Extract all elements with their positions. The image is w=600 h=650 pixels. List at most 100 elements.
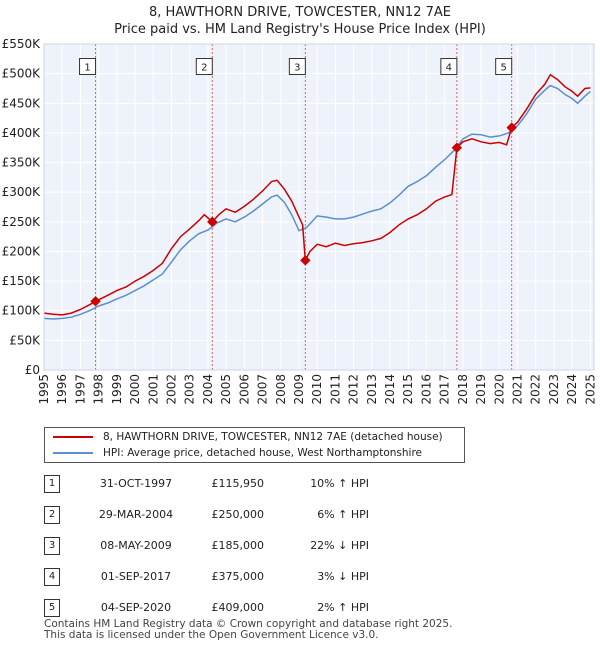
y-tick-label: £300K bbox=[2, 185, 42, 199]
legend-item-property: 8, HAWTHORN DRIVE, TOWCESTER, NN12 7AE (… bbox=[53, 429, 443, 445]
x-tick-label: 2007 bbox=[256, 374, 270, 405]
row-date: 29-MAR-2004 bbox=[98, 508, 174, 521]
property-series-line bbox=[43, 73, 591, 316]
row-hpi: 10% ↑ HPI bbox=[310, 477, 369, 490]
row-hpi: 22% ↓ HPI bbox=[310, 539, 369, 552]
row-number: 5 bbox=[44, 599, 60, 617]
row-date: 04-SEP-2020 bbox=[100, 601, 172, 614]
x-tick-label: 2002 bbox=[164, 374, 178, 405]
sale-point bbox=[506, 122, 517, 133]
sale-marker-label: 2 bbox=[201, 63, 207, 74]
legend-swatch-property bbox=[53, 436, 93, 438]
x-tick-label: 2020 bbox=[492, 374, 506, 405]
row-hpi: 2% ↑ HPI bbox=[317, 601, 369, 614]
row-date: 01-SEP-2017 bbox=[100, 570, 172, 583]
row-number: 3 bbox=[44, 537, 60, 555]
y-tick-label: £350K bbox=[2, 156, 42, 170]
sale-point bbox=[207, 216, 218, 228]
y-tick-label: £200K bbox=[2, 244, 42, 258]
x-tick-label: 1999 bbox=[110, 374, 124, 405]
x-tick-label: 2019 bbox=[474, 374, 488, 405]
x-tick-label: 1995 bbox=[37, 374, 51, 405]
footer-licence: This data is licensed under the Open Gov… bbox=[44, 629, 379, 641]
x-tick-label: 2023 bbox=[547, 374, 561, 405]
table-row: 3 08-MAY-2009 £185,000 22% ↓ HPI bbox=[44, 536, 384, 558]
chart-legend: 8, HAWTHORN DRIVE, TOWCESTER, NN12 7AE (… bbox=[44, 427, 465, 463]
chart-title: 8, HAWTHORN DRIVE, TOWCESTER, NN12 7AE bbox=[149, 5, 451, 20]
sale-marker-label: 4 bbox=[446, 63, 452, 74]
x-tick-label: 2008 bbox=[274, 374, 288, 405]
chart-header: 8, HAWTHORN DRIVE, TOWCESTER, NN12 7AE P… bbox=[0, 4, 600, 38]
y-tick-label: £450K bbox=[2, 96, 42, 110]
y-tick-label: £550K bbox=[2, 37, 42, 51]
y-tick-label: £150K bbox=[2, 274, 42, 288]
x-tick-label: 2015 bbox=[401, 374, 415, 405]
sale-point bbox=[300, 255, 311, 266]
row-price: £250,000 bbox=[211, 508, 265, 521]
row-date: 31-OCT-1997 bbox=[99, 477, 173, 490]
x-tick-label: 2004 bbox=[201, 374, 215, 405]
x-tick-label: 2018 bbox=[456, 374, 470, 405]
row-number: 1 bbox=[44, 475, 60, 493]
sale-point bbox=[90, 296, 101, 307]
y-tick-label: £250K bbox=[2, 215, 42, 229]
legend-label-property: 8, HAWTHORN DRIVE, TOWCESTER, NN12 7AE (… bbox=[103, 431, 443, 443]
chart-subtitle: Price paid vs. HM Land Registry's House … bbox=[114, 22, 486, 37]
x-tick-label: 2017 bbox=[438, 374, 452, 405]
legend-label-hpi: HPI: Average price, detached house, West… bbox=[103, 447, 422, 459]
sale-marker-box bbox=[288, 58, 306, 76]
plot-background bbox=[44, 44, 594, 370]
y-tick-label: £0 bbox=[25, 363, 40, 377]
x-tick-label: 2011 bbox=[328, 374, 342, 405]
x-tick-label: 2012 bbox=[347, 374, 361, 405]
sale-marker-box bbox=[195, 58, 213, 76]
price-chart: £0 £50K £100K £150K £200K £250K £300K £350K £400… bbox=[2, 37, 598, 405]
x-tick-label: 2013 bbox=[365, 374, 379, 405]
y-tick-label: £500K bbox=[2, 67, 42, 81]
plot-frame bbox=[43, 43, 595, 371]
x-tick-label: 2005 bbox=[219, 374, 233, 405]
x-tick-label: 2003 bbox=[183, 374, 197, 405]
x-tick-label: 1996 bbox=[55, 374, 69, 405]
x-tick-label: 2021 bbox=[511, 374, 525, 405]
x-tick-label: 2014 bbox=[383, 374, 397, 405]
x-tick-label: 2009 bbox=[292, 374, 306, 405]
row-hpi: 3% ↓ HPI bbox=[317, 570, 369, 583]
row-price: £115,950 bbox=[211, 477, 265, 490]
sale-marker-label: 1 bbox=[84, 63, 90, 74]
sale-marker-box bbox=[79, 58, 97, 76]
table-row: 4 01-SEP-2017 £375,000 3% ↓ HPI bbox=[44, 567, 384, 589]
legend-swatch-hpi bbox=[53, 452, 93, 454]
x-tick-label: 2022 bbox=[529, 374, 543, 405]
footer-copyright: Contains HM Land Registry data © Crown c… bbox=[44, 618, 453, 630]
x-tick-label: 2000 bbox=[128, 374, 142, 405]
y-tick-label: £100K bbox=[2, 304, 42, 318]
sale-marker-box bbox=[495, 58, 513, 76]
row-hpi: 6% ↑ HPI bbox=[317, 508, 369, 521]
x-tick-label: 2010 bbox=[310, 374, 324, 405]
row-number: 2 bbox=[44, 506, 60, 524]
x-tick-label: 2024 bbox=[565, 374, 579, 405]
table-row: 2 29-MAR-2004 £250,000 6% ↑ HPI bbox=[44, 505, 384, 527]
y-tick-label: £50K bbox=[9, 333, 41, 347]
row-price: £375,000 bbox=[211, 570, 265, 583]
sale-marker-label: 5 bbox=[500, 63, 506, 74]
table-row: 1 31-OCT-1997 £115,950 10% ↑ HPI bbox=[44, 474, 384, 496]
legend-item-hpi: HPI: Average price, detached house, West… bbox=[53, 445, 422, 461]
x-tick-label: 1997 bbox=[73, 374, 87, 405]
table-row: 5 04-SEP-2020 £409,000 2% ↑ HPI bbox=[44, 598, 384, 620]
row-price: £409,000 bbox=[211, 601, 265, 614]
row-number: 4 bbox=[44, 568, 60, 586]
x-tick-label: 2025 bbox=[583, 374, 597, 405]
x-tick-label: 1998 bbox=[92, 374, 106, 405]
x-tick-label: 2006 bbox=[237, 374, 251, 405]
x-tick-label: 2016 bbox=[419, 374, 433, 405]
row-price: £185,000 bbox=[211, 539, 265, 552]
footer-notice: Contains HM Land Registry data © Crown c… bbox=[44, 619, 452, 641]
x-tick-label: 2001 bbox=[146, 374, 160, 405]
sale-marker-label: 3 bbox=[294, 63, 300, 74]
sale-marker-box bbox=[440, 58, 458, 76]
sale-point bbox=[451, 142, 463, 153]
y-tick-label: £400K bbox=[2, 126, 42, 140]
row-date: 08-MAY-2009 bbox=[100, 539, 172, 552]
